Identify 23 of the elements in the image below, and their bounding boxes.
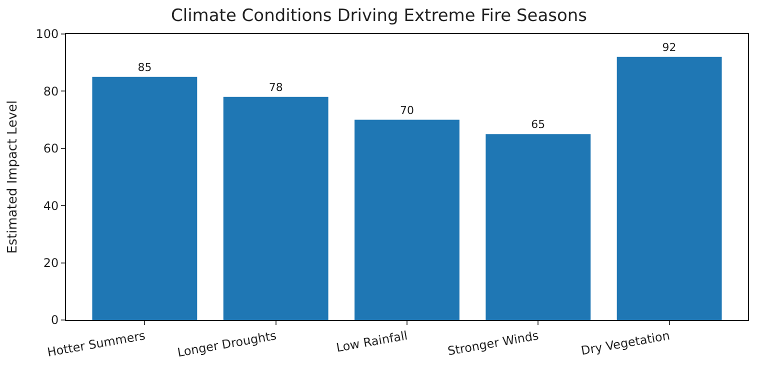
y-tick-label: 100	[36, 27, 59, 42]
y-tick-label: 0	[50, 313, 59, 328]
y-axis-title: Estimated Impact Level	[6, 100, 21, 254]
bar	[486, 134, 591, 320]
x-tick-label: Dry Vegetation	[580, 328, 671, 358]
y-tick-label: 40	[43, 198, 59, 213]
data-label: 85	[138, 60, 152, 74]
y-tick-label: 60	[43, 142, 59, 156]
data-label: 70	[400, 104, 414, 117]
bar	[223, 96, 328, 320]
y-tick-label: 80	[43, 84, 59, 98]
bar	[616, 56, 722, 320]
bar	[354, 120, 460, 320]
data-label: 65	[531, 118, 546, 132]
y-tick-label: 20	[43, 256, 59, 270]
bar	[92, 76, 198, 320]
x-tick-label: Stronger Winds	[446, 328, 540, 358]
x-tick-label: Longer Droughts	[176, 328, 278, 360]
x-tick-label: Hotter Summers	[46, 328, 146, 360]
x-tick-label: Low Rainfall	[335, 328, 409, 355]
data-label: 92	[662, 40, 676, 54]
data-label: 78	[268, 80, 283, 94]
chart-title: Climate Conditions Driving Extreme Fire Seasons	[170, 6, 588, 26]
